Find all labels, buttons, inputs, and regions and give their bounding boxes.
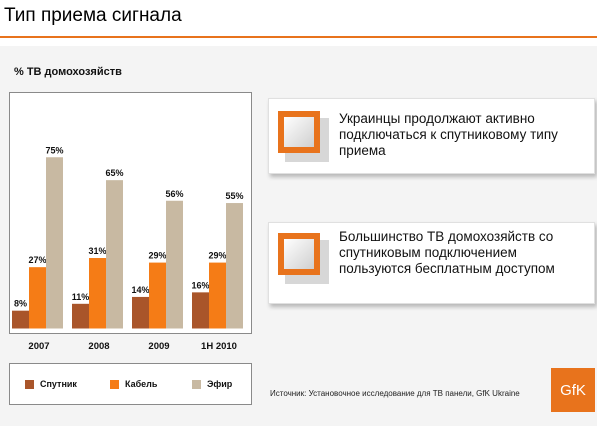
legend-item-cable: Кабель	[110, 379, 157, 389]
data-label-air-2: 56%	[165, 189, 183, 199]
legend-label-air: Эфир	[207, 379, 233, 389]
legend-label-sputnik: Спутник	[40, 379, 77, 389]
chart-frame: 8% 27% 75% 11% 31% 65% 14% 29% 56% 16% 29% 55%	[9, 92, 252, 334]
chart-title: % ТВ домохозяйств	[14, 66, 122, 78]
data-label-cable-3: 29%	[208, 251, 226, 261]
bar-sputnik-2	[132, 296, 149, 329]
data-label-cable-1: 31%	[88, 246, 106, 256]
x-tick-label-3: 1H 2010	[201, 341, 237, 352]
bar-air-1	[106, 180, 123, 329]
bar-cable-2	[149, 262, 166, 329]
bar-sputnik-1	[72, 303, 89, 329]
data-label-sputnik-3: 16%	[191, 280, 209, 290]
bar-air-3	[226, 203, 243, 329]
legend-swatch-sputnik	[25, 379, 34, 389]
legend-label-cable: Кабель	[125, 379, 158, 389]
bar-air-0	[46, 157, 63, 329]
callout-text: Украинцы продолжают активно подключаться…	[339, 111, 558, 158]
x-tick-label-0: 2007	[28, 341, 50, 352]
data-label-sputnik-0: 8%	[14, 299, 27, 309]
bar-chart: 8% 27% 75% 11% 31% 65% 14% 29% 56% 16% 29% 55%	[10, 145, 251, 330]
callout-satellite-growth: Украинцы продолжают активно подключаться…	[268, 98, 595, 174]
x-tick-label-1: 2008	[88, 341, 110, 352]
square-bullet-icon	[275, 231, 329, 285]
legend-swatch-cable	[110, 379, 119, 389]
bar-cable-1	[89, 258, 106, 329]
page-title: Тип приема сигнала	[4, 5, 182, 26]
callout-free-access: Большинство ТВ домохозяйств со спутников…	[268, 222, 595, 304]
title-divider	[0, 36, 597, 38]
data-label-cable-0: 27%	[28, 255, 46, 265]
legend-swatch-air	[192, 379, 201, 389]
callout-text: Большинство ТВ домохозяйств со спутников…	[339, 229, 555, 276]
gfk-logo: GfK	[551, 368, 595, 412]
data-label-air-0: 75%	[45, 145, 63, 155]
data-label-sputnik-1: 11%	[72, 292, 90, 302]
bar-air-2	[166, 200, 183, 329]
bar-cable-3	[209, 262, 226, 329]
data-label-air-1: 65%	[105, 168, 123, 178]
data-label-air-3: 55%	[225, 191, 243, 201]
bar-cable-0	[29, 267, 46, 329]
chart-legend: Спутник Кабель Эфир	[9, 363, 252, 405]
source-note: Источник: Установочное исследование для …	[270, 389, 520, 398]
bar-sputnik-0	[12, 310, 29, 329]
x-tick-label-2: 2009	[148, 341, 170, 352]
data-label-sputnik-2: 14%	[131, 285, 149, 295]
legend-item-sputnik: Спутник	[25, 379, 77, 389]
legend-item-air: Эфир	[192, 379, 232, 389]
square-bullet-icon	[275, 109, 329, 163]
bar-sputnik-3	[192, 292, 209, 329]
data-label-cable-2: 29%	[148, 251, 166, 261]
